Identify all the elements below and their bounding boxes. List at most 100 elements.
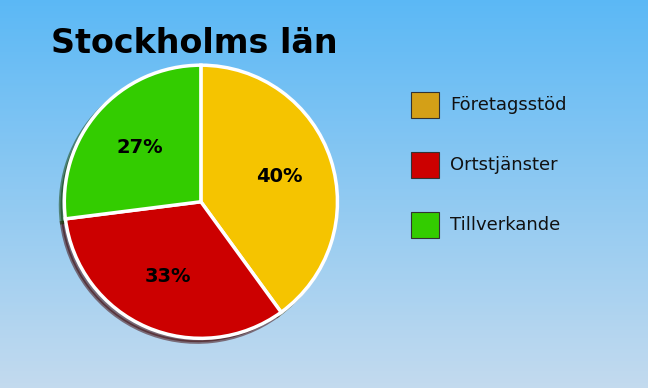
Bar — [0, 112, 648, 114]
Bar — [0, 173, 648, 174]
Bar — [0, 308, 648, 309]
Bar — [0, 126, 648, 127]
Bar — [0, 115, 648, 117]
Bar — [0, 274, 648, 276]
Text: Företagsstöd: Företagsstöd — [450, 96, 567, 114]
Bar — [0, 41, 648, 42]
Bar — [0, 331, 648, 332]
Bar — [0, 346, 648, 347]
Bar — [0, 364, 648, 365]
Bar — [0, 109, 648, 111]
Bar — [0, 80, 648, 82]
Bar — [0, 146, 648, 147]
Bar — [0, 40, 648, 41]
Bar — [0, 71, 648, 73]
Bar — [0, 127, 648, 129]
Bar — [0, 385, 648, 386]
Bar — [0, 383, 648, 385]
Bar — [0, 236, 648, 238]
Bar — [0, 320, 648, 321]
Bar — [0, 8, 648, 9]
Bar — [0, 21, 648, 23]
Bar — [0, 88, 648, 89]
Text: 33%: 33% — [145, 267, 192, 286]
Bar — [0, 77, 648, 79]
Bar — [0, 370, 648, 371]
Bar — [0, 317, 648, 318]
Bar — [0, 164, 648, 165]
Bar — [0, 200, 648, 202]
Bar — [0, 64, 648, 65]
Bar — [0, 294, 648, 296]
Bar — [0, 95, 648, 97]
Bar — [0, 38, 648, 40]
Bar — [0, 150, 648, 152]
Text: 27%: 27% — [116, 138, 163, 157]
Wedge shape — [64, 65, 201, 219]
Bar — [0, 327, 648, 329]
Bar — [0, 247, 648, 249]
Bar — [0, 202, 648, 203]
Bar — [0, 286, 648, 288]
Text: Stockholms län: Stockholms län — [51, 27, 338, 60]
Bar — [0, 62, 648, 64]
Bar — [0, 314, 648, 315]
Bar — [0, 262, 648, 264]
Bar — [0, 288, 648, 289]
Bar — [0, 154, 648, 156]
Bar — [0, 14, 648, 15]
Bar — [0, 258, 648, 259]
Bar — [0, 215, 648, 217]
Bar — [0, 371, 648, 373]
Bar — [0, 318, 648, 320]
Bar — [0, 338, 648, 340]
Bar — [0, 117, 648, 118]
Bar — [0, 56, 648, 57]
Bar — [0, 106, 648, 107]
Bar — [0, 303, 648, 305]
Bar — [0, 273, 648, 274]
Bar — [0, 246, 648, 247]
Bar — [0, 6, 648, 8]
Bar — [0, 18, 648, 20]
Bar — [0, 45, 648, 47]
Bar — [0, 174, 648, 176]
Bar — [0, 162, 648, 164]
Bar — [0, 171, 648, 173]
Bar — [0, 30, 648, 32]
Bar — [0, 300, 648, 301]
Wedge shape — [201, 65, 338, 312]
Bar — [0, 277, 648, 279]
Bar — [0, 176, 648, 177]
Bar — [0, 208, 648, 209]
Bar — [0, 191, 648, 192]
Bar — [0, 255, 648, 256]
Bar — [0, 147, 648, 149]
Bar — [0, 355, 648, 356]
Bar — [0, 234, 648, 235]
Bar — [0, 256, 648, 258]
Bar — [0, 167, 648, 168]
Bar — [0, 168, 648, 170]
Bar — [0, 47, 648, 48]
Bar — [0, 196, 648, 197]
Bar — [0, 107, 648, 109]
Bar — [0, 235, 648, 236]
Bar — [0, 373, 648, 374]
Bar — [0, 224, 648, 226]
Bar — [0, 53, 648, 55]
Bar — [0, 149, 648, 150]
Bar — [0, 265, 648, 267]
Bar — [0, 55, 648, 56]
Bar — [0, 306, 648, 308]
Bar — [0, 186, 648, 188]
Bar — [0, 33, 648, 35]
Bar — [0, 185, 648, 186]
Bar — [0, 129, 648, 130]
Bar — [0, 189, 648, 191]
Bar — [0, 144, 648, 146]
Bar — [0, 42, 648, 44]
Bar — [0, 305, 648, 306]
Bar — [0, 70, 648, 71]
Bar — [0, 321, 648, 323]
